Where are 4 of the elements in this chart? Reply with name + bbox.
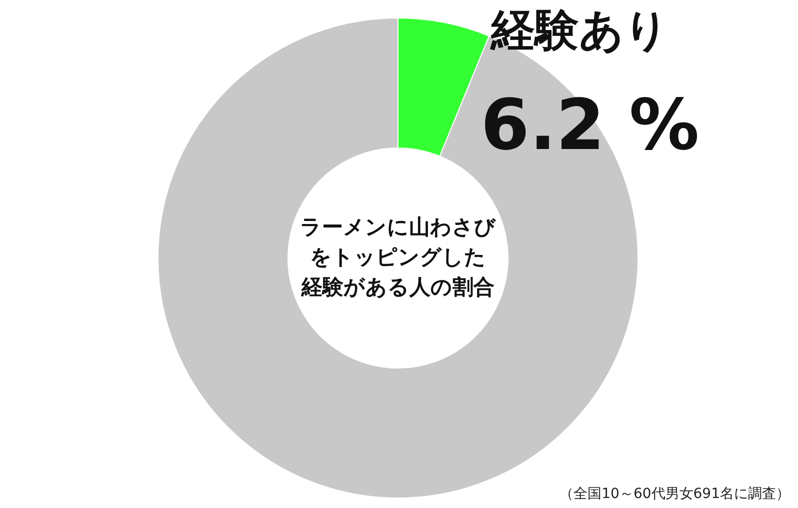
slice-label: 経験あり xyxy=(489,5,669,56)
text: （全国10～60代男女691名に調査） xyxy=(560,486,790,502)
text: ラーメンに山わさびをトッピングした経験がある人の割合 xyxy=(300,215,496,299)
data-label: 6.2 % xyxy=(480,84,700,166)
